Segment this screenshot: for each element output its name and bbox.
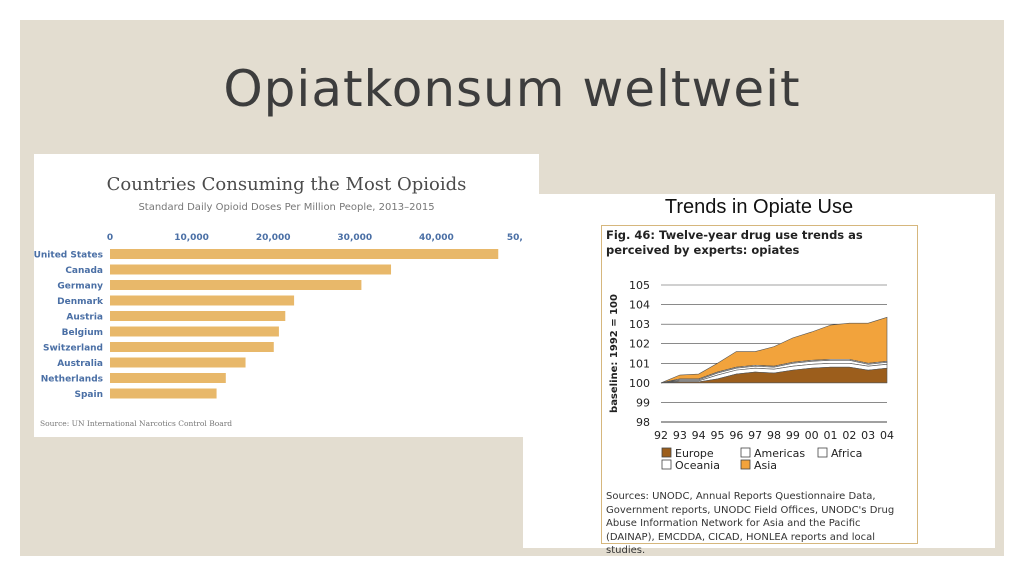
area-series-europe (660, 366, 888, 384)
bar-category-label: Denmark (57, 297, 104, 307)
area-x-tick-label: 97 (748, 429, 762, 442)
legend-label: Europe (675, 447, 714, 460)
figure-box: Fig. 46: Twelve-year drug use trends as … (601, 225, 918, 556)
area-x-tick-label: 93 (673, 429, 687, 442)
trends-heading: Trends in Opiate Use (664, 196, 854, 218)
bar (110, 249, 499, 259)
area-x-tick-label: 98 (767, 429, 781, 442)
bar-x-tick-label: 0 (107, 233, 113, 243)
area-x-tick-label: 95 (711, 429, 725, 442)
bar-chart-title: Countries Consuming the Most Opioids (106, 174, 467, 195)
legend-label: Oceania (675, 459, 720, 472)
bar-category-label: Belgium (62, 328, 103, 338)
bar (110, 295, 295, 306)
area-x-tick-label: 99 (786, 429, 800, 442)
area-y-tick-label: 102 (629, 338, 650, 351)
bar-category-label: Germany (57, 282, 103, 292)
area-x-tick-label: 92 (654, 429, 668, 442)
area-y-tick-label: 104 (629, 299, 650, 312)
legend-label: Americas (754, 447, 805, 460)
bar-category-label: Switzerland (43, 344, 103, 354)
area-x-tick-label: 04 (880, 429, 894, 442)
area-x-tick-label: 03 (861, 429, 875, 442)
bar (110, 373, 226, 383)
legend-swatch (661, 447, 672, 458)
bar-chart-source: Source: UN International Narcotics Contr… (40, 419, 233, 428)
opioid-bar-chart-panel: Countries Consuming the Most Opioids Sta… (34, 154, 539, 437)
bar (110, 311, 286, 321)
bar-category-label: United States (34, 251, 103, 261)
legend-swatch (661, 459, 672, 470)
figure-sources: Sources: UNODC, Annual Reports Questionn… (606, 491, 895, 556)
area-y-tick-label: 99 (636, 396, 650, 409)
legend-label: Asia (754, 459, 777, 472)
bar-category-label: Spain (75, 390, 104, 400)
legend-label: Africa (831, 447, 862, 460)
bar (110, 342, 274, 352)
bar-category-label: Austria (66, 313, 103, 323)
slide-title: Opiatkonsum weltweit (223, 60, 801, 118)
area-y-tick-label: 98 (636, 416, 650, 429)
figure-title: Fig. 46: Twelve-year drug use trends as … (606, 228, 863, 257)
bar (110, 280, 362, 290)
bar-x-tick-label: 50,0 (507, 233, 529, 243)
area-y-tick-label: 101 (629, 357, 650, 370)
bar-chart-subtitle: Standard Daily Opioid Doses Per Million … (138, 202, 435, 213)
bar-category-label: Australia (57, 359, 103, 369)
bar-x-tick-label: 40,000 (419, 233, 454, 243)
area-y-tick-label: 105 (629, 279, 650, 292)
bar-x-tick-label: 10,000 (174, 233, 209, 243)
bar (110, 264, 392, 275)
area-y-axis-label: baseline: 1992 = 100 (609, 294, 620, 413)
area-x-tick-label: 02 (842, 429, 856, 442)
opiate-trends-panel: Trends in Opiate Use Fig. 46: Twelve-yea… (523, 194, 995, 556)
area-x-tick-label: 00 (805, 429, 819, 442)
area-y-tick-label: 100 (629, 377, 650, 390)
area-x-tick-label: 01 (824, 429, 838, 442)
bar-chart: 0 10,000 20,000 30,000 40,000 50,0 United Stat… (34, 233, 529, 400)
area-x-tick-label: 96 (729, 429, 743, 442)
legend-swatch (817, 447, 828, 458)
bar-category-label: Netherlands (41, 375, 103, 385)
bar-x-tick-label: 30,000 (337, 233, 372, 243)
bar-category-label: Canada (65, 266, 103, 276)
bar (110, 326, 279, 337)
legend-swatch (740, 459, 751, 470)
bar-x-tick-label: 20,000 (256, 233, 291, 243)
legend-swatch (740, 447, 751, 458)
area-x-tick-label: 94 (692, 429, 706, 442)
area-y-tick-label: 103 (629, 318, 650, 331)
area-chart: 98 99 100 101 102 103 104 105 baseline: 1992 = 1… (609, 279, 894, 472)
bar (110, 357, 246, 368)
bar (110, 388, 217, 399)
